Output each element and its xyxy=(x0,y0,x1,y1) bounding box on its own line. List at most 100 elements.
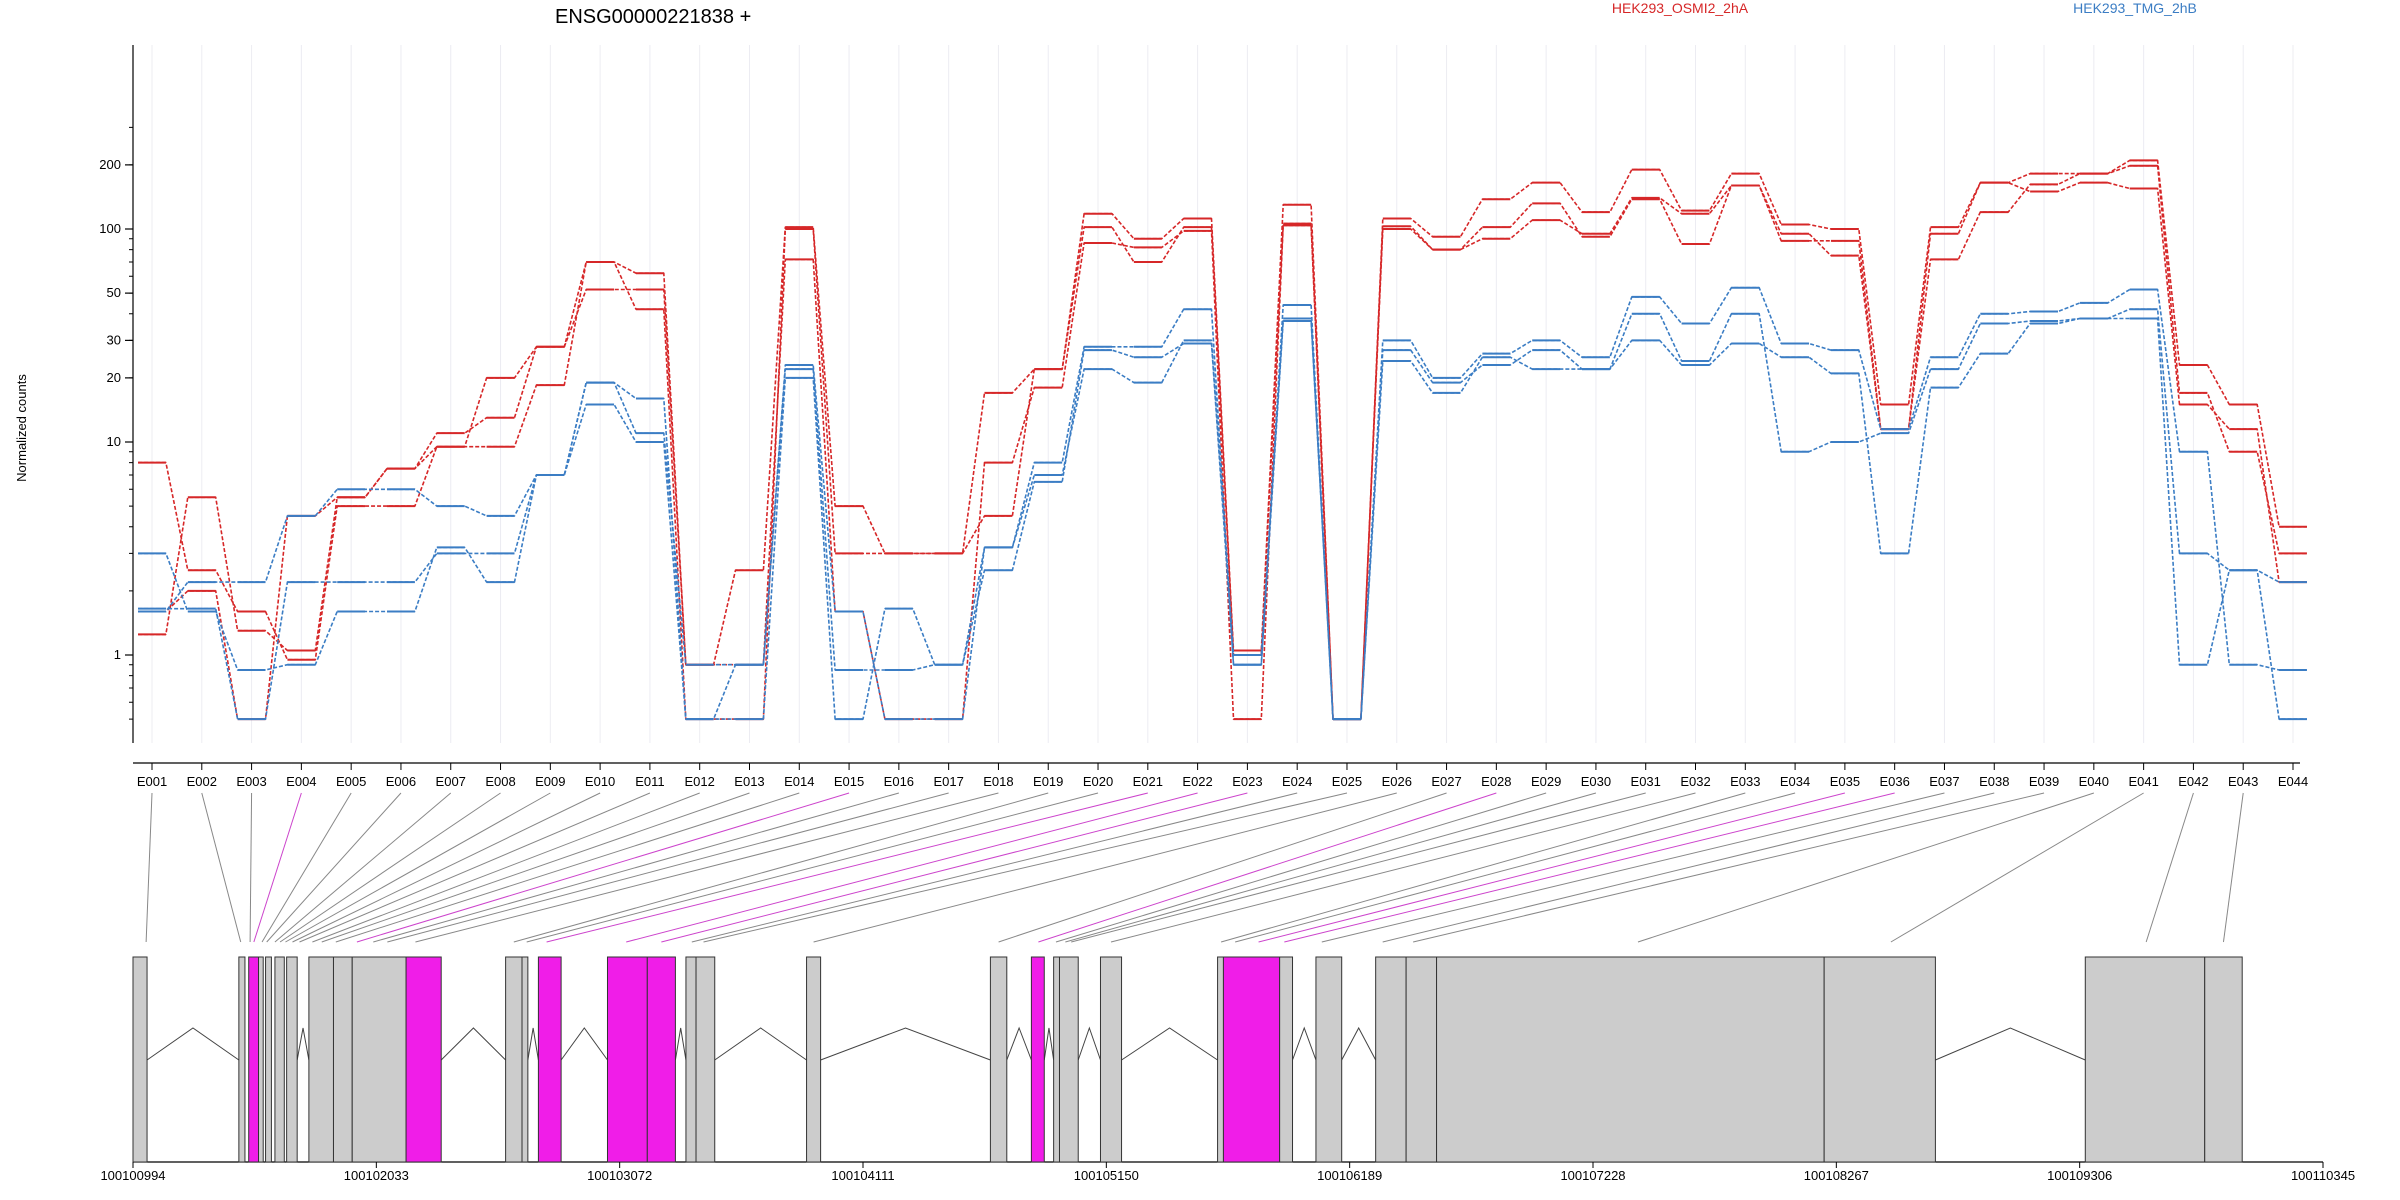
exon-label: E008 xyxy=(485,774,515,789)
exon-connectors xyxy=(145,792,2244,943)
exon-connector xyxy=(1071,792,1646,943)
exon-connector xyxy=(387,792,949,943)
exon-box xyxy=(1222,956,1281,1163)
intron-arc xyxy=(820,1027,991,1061)
exon-label: E035 xyxy=(1830,774,1860,789)
exon-label: E036 xyxy=(1879,774,1909,789)
exon-connector xyxy=(1235,792,1796,943)
intron-arc xyxy=(1121,1027,1218,1061)
exon-box xyxy=(1279,956,1294,1163)
exon-label: E028 xyxy=(1481,774,1511,789)
exon-label: E004 xyxy=(286,774,316,789)
exon-label: E026 xyxy=(1382,774,1412,789)
exon-connector xyxy=(813,792,1397,943)
exon-connector xyxy=(546,792,1148,943)
exon-box xyxy=(989,956,1008,1163)
exon-label: E041 xyxy=(2128,774,2158,789)
exon-label: E013 xyxy=(734,774,764,789)
exon-label: E002 xyxy=(187,774,217,789)
exon-label: E011 xyxy=(635,774,664,789)
coord-label: 100106189 xyxy=(1317,1168,1382,1183)
exon-label: E033 xyxy=(1730,774,1760,789)
exon-label: E019 xyxy=(1033,774,1063,789)
exon-connector xyxy=(249,792,253,943)
exon-connector xyxy=(299,792,651,943)
exon-label: E012 xyxy=(685,774,715,789)
exon-label: E043 xyxy=(2228,774,2258,789)
exon-label: E006 xyxy=(386,774,416,789)
exon-box xyxy=(1375,956,1407,1163)
exon-box xyxy=(308,956,334,1163)
intron-arc xyxy=(1292,1026,1317,1061)
exon-box xyxy=(1030,956,1045,1163)
intron-arc xyxy=(560,1027,608,1061)
exon-connector xyxy=(312,792,700,943)
axes: 1 10 20 30 50 100 200 xyxy=(99,45,2300,770)
legend-entry-tmg: HEK293_TMG_2hB xyxy=(2073,0,2197,16)
exon-connector xyxy=(261,792,352,943)
intron-arc xyxy=(1006,1026,1032,1061)
exon-box xyxy=(1217,956,1224,1163)
exon-label: E001 xyxy=(137,774,167,789)
exon-box xyxy=(132,956,148,1163)
intron-arc xyxy=(674,1027,687,1061)
exon-connector xyxy=(703,792,1348,943)
exon-box xyxy=(248,956,260,1163)
exon-connector xyxy=(1065,792,1597,943)
exon-connector xyxy=(2222,792,2244,943)
y-tick-label: 200 xyxy=(99,157,121,172)
exon-connector xyxy=(321,792,750,943)
exon-connector xyxy=(415,792,999,943)
y-axis-label: Normalized counts xyxy=(14,374,29,482)
exon-box xyxy=(695,956,716,1163)
coord-label: 100109306 xyxy=(2047,1168,2112,1183)
exon-label: E024 xyxy=(1282,774,1312,789)
exon-connector xyxy=(1258,792,1846,943)
exon-label: E030 xyxy=(1581,774,1611,789)
exon-connector xyxy=(201,792,242,943)
exon-connector xyxy=(691,792,1298,943)
exon-labels: E001 E002 E003 E004 E005 E006 E007 E008 E009 E010… xyxy=(137,774,2308,789)
exon-label: E038 xyxy=(1979,774,2009,789)
intron-arc xyxy=(296,1027,310,1061)
exon-box xyxy=(2084,956,2206,1163)
y-tick-label: 20 xyxy=(107,370,121,385)
exon-connector xyxy=(1890,792,2144,943)
exon-label: E039 xyxy=(2029,774,2059,789)
exon-label: E018 xyxy=(983,774,1013,789)
exon-connector xyxy=(1038,792,1497,943)
intron-arc xyxy=(1077,1026,1101,1061)
exon-box xyxy=(1315,956,1343,1163)
intron-arc xyxy=(527,1027,539,1061)
exon-connector xyxy=(2145,792,2194,943)
series-line xyxy=(138,313,2307,720)
exon-connector xyxy=(145,792,153,943)
exon-connector xyxy=(513,792,1049,943)
coord-label: 100104111 xyxy=(831,1168,894,1183)
exon-connector xyxy=(1220,792,1746,943)
exon-connector xyxy=(285,792,551,943)
grid-lines xyxy=(151,45,2294,743)
chart-title: ENSG00000221838 + xyxy=(555,6,751,28)
y-tick-label: 10 xyxy=(107,434,121,449)
exon-label: E023 xyxy=(1232,774,1262,789)
exon-label: E031 xyxy=(1631,774,1661,789)
exon-connector xyxy=(661,792,1248,943)
exon-box xyxy=(258,956,264,1163)
exon-connector xyxy=(626,792,1198,943)
exon-box xyxy=(521,956,529,1163)
intron-arc xyxy=(440,1027,506,1061)
exon-label: E016 xyxy=(884,774,914,789)
coord-label: 100108267 xyxy=(1804,1168,1869,1183)
exon-connector xyxy=(1055,792,1547,943)
y-tick-label: 50 xyxy=(107,285,121,300)
coord-label: 100107228 xyxy=(1560,1168,1625,1183)
exon-label: E025 xyxy=(1332,774,1362,789)
exon-box xyxy=(806,956,822,1163)
exon-label: E014 xyxy=(784,774,814,789)
exon-box xyxy=(1099,956,1123,1163)
exon-box xyxy=(265,956,272,1163)
coord-label: 100105150 xyxy=(1074,1168,1139,1183)
exon-label: E022 xyxy=(1182,774,1212,789)
exon-connector xyxy=(1637,792,2094,943)
